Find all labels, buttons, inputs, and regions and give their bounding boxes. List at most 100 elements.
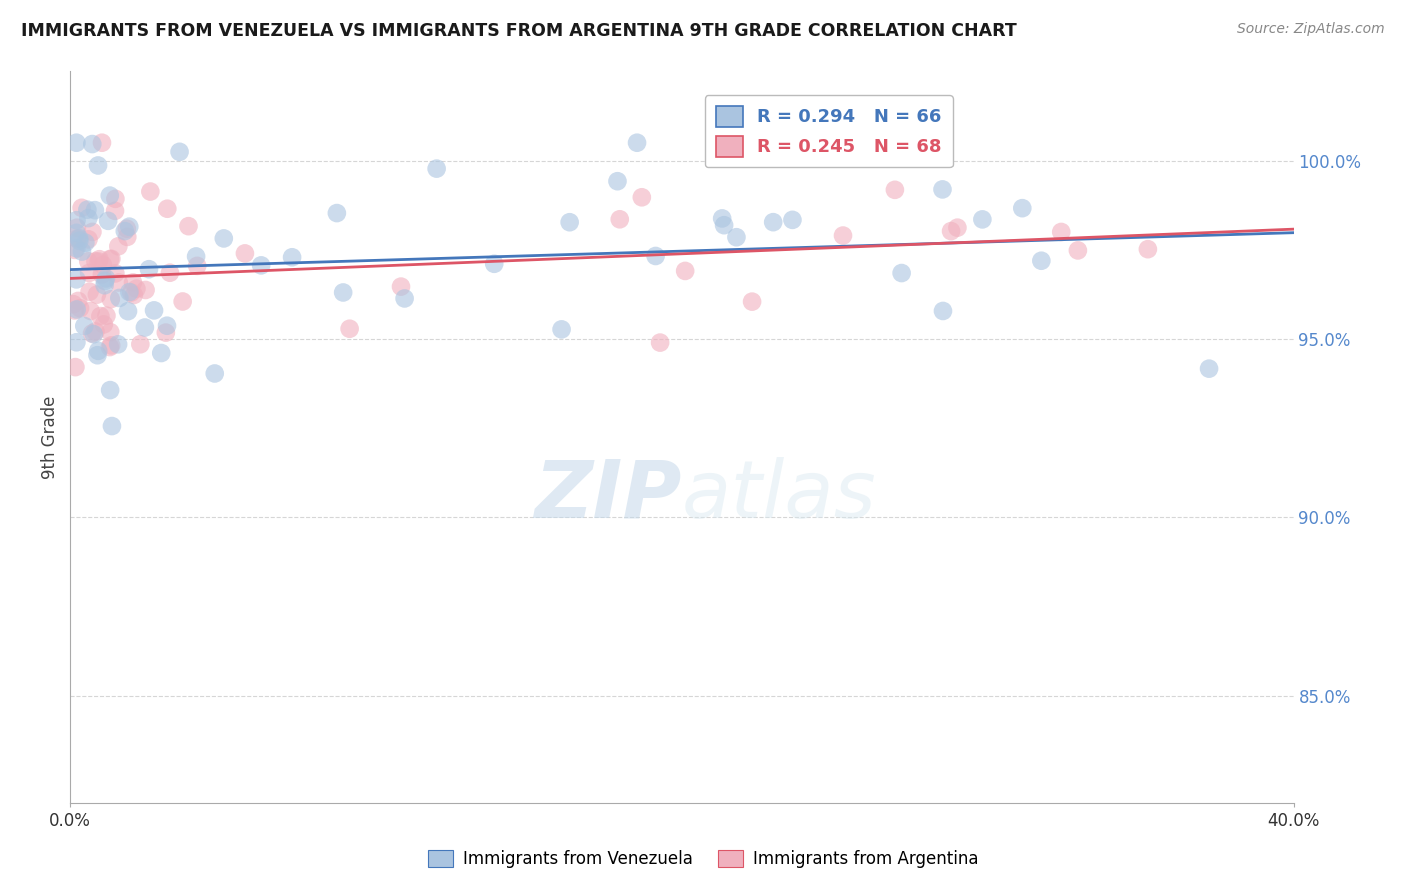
Point xyxy=(87,343,110,358)
Point xyxy=(67,234,90,248)
Point xyxy=(169,145,191,159)
Point xyxy=(139,185,162,199)
Point xyxy=(77,232,100,246)
Point xyxy=(832,228,855,243)
Point xyxy=(204,367,226,381)
Point xyxy=(332,285,354,300)
Point xyxy=(558,215,581,229)
Point xyxy=(741,294,763,309)
Point xyxy=(159,266,181,280)
Point xyxy=(62,297,84,311)
Legend: R = 0.294   N = 66, R = 0.245   N = 68: R = 0.294 N = 66, R = 0.245 N = 68 xyxy=(704,95,952,168)
Point xyxy=(890,266,912,280)
Point xyxy=(250,259,273,273)
Point xyxy=(90,268,112,282)
Point xyxy=(117,230,139,244)
Point xyxy=(281,250,304,264)
Point xyxy=(550,322,572,336)
Point xyxy=(94,271,117,285)
Point xyxy=(98,383,121,397)
Point xyxy=(339,322,361,336)
Point xyxy=(67,293,90,308)
Point xyxy=(89,309,111,323)
Point xyxy=(1050,225,1073,239)
Point xyxy=(98,252,121,266)
Point xyxy=(117,304,139,318)
Point xyxy=(94,274,117,288)
Point xyxy=(104,192,127,206)
Point xyxy=(65,335,87,350)
Point xyxy=(725,230,748,244)
Point xyxy=(91,258,114,272)
Point xyxy=(120,285,142,300)
Point xyxy=(77,266,100,280)
Point xyxy=(135,283,157,297)
Point xyxy=(673,264,696,278)
Point xyxy=(394,292,416,306)
Point xyxy=(82,137,104,152)
Point xyxy=(644,249,666,263)
Point xyxy=(184,249,207,263)
Point xyxy=(1136,242,1159,256)
Point xyxy=(101,419,124,434)
Point xyxy=(233,246,256,260)
Point xyxy=(1011,201,1033,215)
Point xyxy=(70,244,93,259)
Point xyxy=(186,259,208,273)
Point xyxy=(100,338,122,352)
Point xyxy=(65,272,87,286)
Point xyxy=(93,278,115,293)
Point xyxy=(484,257,506,271)
Point xyxy=(100,292,122,306)
Point xyxy=(108,291,131,305)
Point xyxy=(67,231,90,245)
Point xyxy=(932,304,955,318)
Point xyxy=(129,337,152,351)
Point xyxy=(931,182,953,196)
Point xyxy=(97,214,120,228)
Point xyxy=(606,174,628,188)
Point xyxy=(155,326,177,340)
Point xyxy=(79,304,101,318)
Point xyxy=(883,183,905,197)
Point xyxy=(609,212,631,227)
Point xyxy=(76,202,98,217)
Point xyxy=(86,287,108,301)
Text: Source: ZipAtlas.com: Source: ZipAtlas.com xyxy=(1237,22,1385,37)
Point xyxy=(65,136,87,150)
Point xyxy=(65,226,87,240)
Point xyxy=(87,159,110,173)
Point xyxy=(84,203,107,218)
Point xyxy=(972,212,994,227)
Point xyxy=(122,288,145,302)
Point xyxy=(138,262,160,277)
Point xyxy=(104,203,127,218)
Point xyxy=(1067,244,1090,258)
Point xyxy=(84,325,107,339)
Point xyxy=(104,267,127,281)
Point xyxy=(156,318,179,333)
Point xyxy=(91,136,114,150)
Point xyxy=(172,294,194,309)
Point xyxy=(212,231,235,245)
Point xyxy=(118,219,141,234)
Point xyxy=(1198,361,1220,376)
Point xyxy=(125,282,148,296)
Point xyxy=(69,301,91,315)
Point xyxy=(648,335,671,350)
Point xyxy=(115,221,138,235)
Point xyxy=(73,318,96,333)
Point xyxy=(65,241,87,255)
Point xyxy=(711,211,734,226)
Point xyxy=(100,252,122,266)
Point xyxy=(77,254,100,268)
Point xyxy=(782,212,804,227)
Point xyxy=(63,243,86,257)
Point xyxy=(66,232,89,246)
Text: atlas: atlas xyxy=(682,457,877,534)
Point xyxy=(107,337,129,351)
Point xyxy=(122,276,145,290)
Point xyxy=(79,285,101,299)
Point xyxy=(939,224,962,238)
Legend: Immigrants from Venezuela, Immigrants from Argentina: Immigrants from Venezuela, Immigrants fr… xyxy=(422,843,984,875)
